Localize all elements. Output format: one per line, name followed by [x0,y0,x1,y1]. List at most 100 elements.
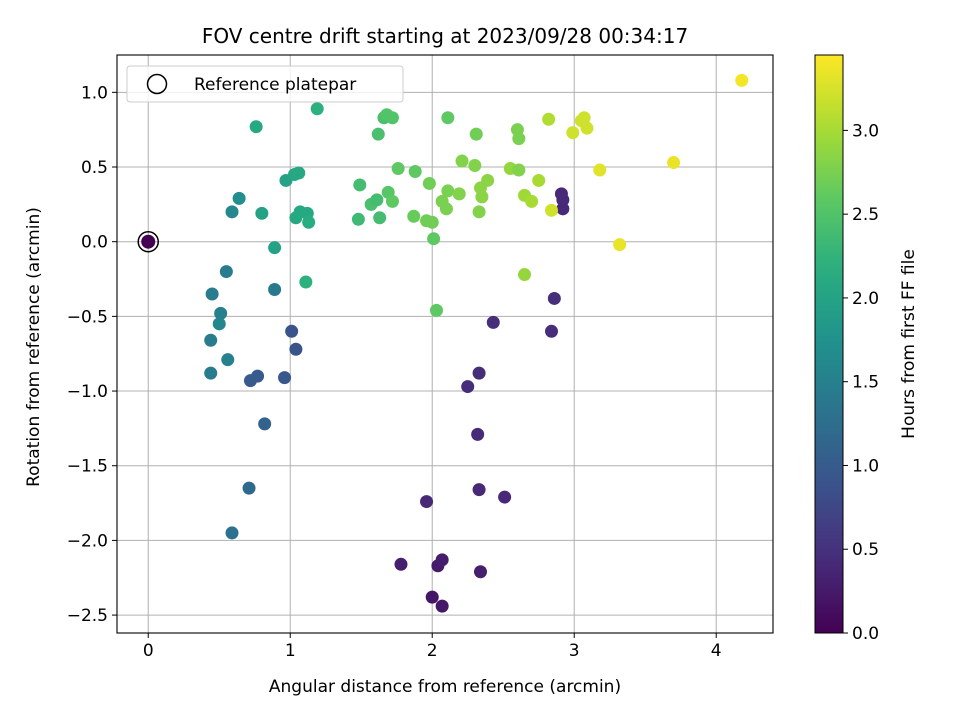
data-point [422,176,436,190]
x-axis-ticks: 0 1 2 3 4 [143,633,722,661]
y-tick-label: −2.0 [67,531,108,551]
colorbar [814,54,844,634]
data-point [613,238,627,252]
reference-ring [137,230,159,253]
reference-marker [137,230,159,253]
colorbar-tick-label: 0.0 [852,624,879,644]
y-axis-label: Rotation from reference (arcmin) [24,207,44,487]
data-point [408,164,422,178]
data-point [385,194,399,208]
grid-lines [117,55,773,633]
data-point [425,590,439,604]
data-point [475,190,489,204]
data-point [472,483,486,497]
y-tick-label: −1.5 [67,457,108,477]
data-point [219,265,233,279]
data-point [243,374,257,388]
data-point [221,353,235,367]
data-point [204,366,218,380]
chart-title: FOV centre drift starting at 2023/09/28 … [202,24,688,48]
data-point [204,333,218,347]
data-point [394,557,408,571]
data-point [471,427,485,441]
legend-reference-marker-icon [146,73,168,95]
y-tick-label: −1.0 [67,382,108,402]
data-point [439,202,453,216]
data-point [473,565,487,579]
colorbar-tick-label: 0.5 [852,540,879,560]
data-point [544,324,558,338]
data-points [204,73,749,613]
data-point [299,275,313,289]
y-tick-label: −2.5 [67,606,108,626]
data-point [427,232,441,246]
colorbar-tick-label: 3.0 [852,121,879,141]
data-point [373,211,387,225]
data-point [310,102,324,116]
data-point [289,342,303,356]
x-axis-label: Angular distance from reference (arcmin) [269,677,621,697]
plot-frame [116,54,774,634]
data-point [441,111,455,125]
data-point [435,599,449,613]
y-tick-label: −0.5 [67,307,108,327]
legend-entry-reference-platepar: Reference platepar [194,75,356,95]
data-point [353,178,367,192]
data-point [258,417,272,431]
data-point [435,553,449,567]
data-point [469,127,483,141]
colorbar-ticks: 0.0 0.5 1.0 1.5 2.0 2.5 3.0 [843,121,879,644]
data-point [278,371,292,385]
data-point [593,163,607,177]
data-point [242,481,256,495]
data-point [425,215,439,229]
data-point [556,202,570,216]
data-point [481,173,495,187]
legend: Reference platepar [126,65,404,103]
y-tick-label: 0.0 [81,233,108,253]
data-point [441,184,455,198]
y-axis-ticks: −2.5 −2.0 −1.5 −1.0 −0.5 0.0 0.5 1.0 [67,83,117,626]
data-point [468,159,482,173]
data-point [292,166,306,180]
y-tick-label: 1.0 [81,83,108,103]
data-point [351,212,365,226]
data-point [225,205,239,219]
data-point [370,193,384,207]
data-point [268,282,282,296]
x-tick-label: 3 [569,641,580,661]
data-point [472,366,486,380]
data-point [525,194,539,208]
data-point [205,287,219,301]
data-point [577,111,591,125]
reference-point [141,234,156,249]
data-point [486,315,500,329]
data-point [512,132,526,146]
x-tick-label: 2 [427,641,438,661]
data-point [532,173,546,187]
data-point [580,121,594,135]
data-point [249,120,263,134]
colorbar-tick-label: 1.5 [852,373,879,393]
y-tick-label: 0.5 [81,158,108,178]
data-point [452,187,466,201]
data-point [429,303,443,317]
data-point [255,206,269,220]
x-tick-label: 0 [143,641,154,661]
data-point [391,162,405,176]
data-point [225,526,239,540]
data-point [667,156,681,170]
data-point [547,291,561,305]
data-point [461,380,475,394]
data-point [214,306,228,320]
colorbar-label: Hours from first FF file [899,249,919,439]
data-point [512,163,526,177]
data-point [735,73,749,87]
data-point [472,205,486,219]
data-point [302,215,316,229]
x-tick-label: 1 [285,641,296,661]
data-point [556,193,570,207]
legend-box [126,65,404,103]
data-point [566,126,580,140]
data-point [212,317,226,331]
